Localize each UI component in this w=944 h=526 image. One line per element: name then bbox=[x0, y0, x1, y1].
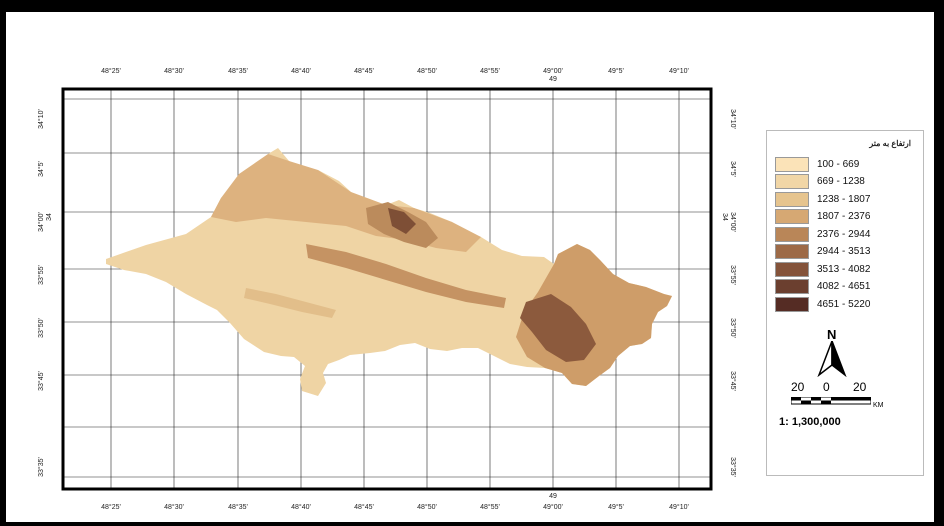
top-longitude-label: 48°50' bbox=[417, 67, 437, 75]
right-latitude-labels: 34°10' 34°5' 34°00' 33°55' 33°50' 33°45' 33°35… bbox=[721, 109, 737, 477]
legend-item: 4082 - 4651 bbox=[775, 279, 870, 295]
bottom-extra-label: 49 bbox=[549, 493, 557, 500]
legend-item: 1807 - 2376 bbox=[775, 209, 870, 225]
bottom-longitude-label: 48°40' bbox=[291, 503, 311, 511]
scale-label-left: 20 bbox=[791, 380, 805, 394]
legend-label: 4082 - 4651 bbox=[817, 281, 871, 292]
legend-item: 3513 - 4082 bbox=[775, 261, 870, 277]
legend-label: 2944 - 3513 bbox=[817, 246, 871, 257]
map-frame bbox=[61, 87, 713, 491]
legend-swatch bbox=[775, 156, 809, 172]
legend-label: 1807 - 2376 bbox=[817, 211, 871, 222]
bottom-longitude-label: 48°35' bbox=[228, 503, 248, 511]
top-longitude-label: 48°35' bbox=[228, 67, 248, 75]
right-extra-label: 34 bbox=[721, 213, 728, 221]
right-latitude-label: 34°10' bbox=[729, 109, 737, 129]
map-canvas: 48°25' 48°30' 48°35' 48°40' 48°45' 48°50' 48°5… bbox=[37, 67, 737, 511]
legend-label: 1238 - 1807 bbox=[817, 193, 871, 205]
top-longitude-label: 49°00' bbox=[543, 67, 563, 75]
bottom-longitude-label: 49°10' bbox=[669, 503, 689, 511]
legend-item: 4651 - 5220 bbox=[775, 296, 870, 312]
top-longitude-label: 48°30' bbox=[164, 67, 184, 75]
bottom-longitude-label: 48°55' bbox=[480, 503, 500, 511]
top-longitude-label: 48°25' bbox=[101, 67, 121, 75]
right-latitude-label: 33°50' bbox=[729, 318, 737, 338]
legend-label: 100 - 669 bbox=[817, 158, 860, 170]
elevation-zone-ridge bbox=[306, 244, 506, 308]
legend-item: 2944 - 3513 bbox=[775, 244, 870, 260]
scale-unit: KM bbox=[873, 402, 884, 409]
bottom-longitude-label: 48°50' bbox=[417, 503, 437, 511]
left-latitude-label: 34°5' bbox=[37, 161, 45, 177]
bottom-longitude-label: 48°25' bbox=[101, 503, 121, 511]
top-longitude-label: 49°5' bbox=[608, 67, 624, 75]
top-longitude-label: 48°55' bbox=[480, 67, 500, 75]
legend-item: 669 - 1238 bbox=[775, 174, 865, 190]
left-extra-label: 34 bbox=[46, 213, 53, 221]
right-latitude-label: 33°45' bbox=[729, 371, 737, 391]
legend-swatch bbox=[775, 191, 809, 207]
legend-label: 669 - 1238 bbox=[817, 176, 865, 187]
top-extra-label: 49 bbox=[549, 76, 557, 83]
bottom-longitude-label: 49°00' bbox=[543, 503, 563, 511]
bottom-longitude-labels: 48°25' 48°30' 48°35' 48°40' 48°45' 48°50' 48°5… bbox=[101, 493, 689, 511]
legend-label: 3513 - 4082 bbox=[817, 263, 871, 275]
legend-item: 1238 - 1807 bbox=[775, 191, 870, 207]
scale-label-right: 20 bbox=[853, 380, 867, 394]
bottom-longitude-label: 48°45' bbox=[354, 503, 374, 511]
scale-ratio: 1: 1,300,000 bbox=[779, 416, 841, 428]
legend-swatch bbox=[775, 261, 809, 277]
legend-item: 2376 - 2944 bbox=[775, 226, 870, 242]
legend-swatch bbox=[775, 279, 809, 294]
elevation-zone-peak2 bbox=[388, 208, 416, 234]
left-latitude-label: 33°35' bbox=[37, 457, 45, 477]
right-latitude-label: 33°35' bbox=[729, 457, 737, 477]
top-longitude-label: 48°45' bbox=[354, 67, 374, 75]
legend-swatch bbox=[775, 226, 809, 242]
right-latitude-label: 34°00' bbox=[729, 212, 737, 232]
scale-bar bbox=[791, 397, 871, 405]
legend-swatch bbox=[775, 244, 809, 259]
right-latitude-label: 33°55' bbox=[729, 265, 737, 285]
legend-swatch bbox=[775, 296, 809, 312]
top-longitude-label: 49°10' bbox=[669, 67, 689, 75]
left-latitude-label: 34°10' bbox=[37, 109, 45, 129]
left-latitude-label: 33°55' bbox=[37, 265, 45, 285]
legend-swatch bbox=[775, 174, 809, 189]
north-label: N bbox=[827, 327, 837, 342]
scale-label-mid: 0 bbox=[823, 380, 830, 394]
right-latitude-label: 34°5' bbox=[729, 161, 737, 177]
top-longitude-labels: 48°25' 48°30' 48°35' 48°40' 48°45' 48°50' 48°5… bbox=[101, 67, 689, 83]
left-latitude-label: 33°50' bbox=[37, 318, 45, 338]
left-latitude-labels: 34°10' 34°5' 34°00' 33°55' 33°50' 33°45' 33°35… bbox=[37, 109, 53, 477]
elevation-zone-west bbox=[244, 288, 336, 318]
left-latitude-label: 33°45' bbox=[37, 371, 45, 391]
legend-title: ارتفاع به متر bbox=[869, 139, 911, 148]
bottom-longitude-label: 48°30' bbox=[164, 503, 184, 511]
legend-swatch bbox=[775, 209, 809, 224]
bottom-longitude-label: 49°5' bbox=[608, 503, 624, 511]
north-arrow-icon bbox=[817, 341, 847, 377]
map-page: 48°25' 48°30' 48°35' 48°40' 48°45' 48°50' 48°5… bbox=[6, 12, 934, 522]
legend-item: 100 - 669 bbox=[775, 156, 859, 172]
region-map bbox=[106, 148, 672, 396]
legend-label: 4651 - 5220 bbox=[817, 298, 871, 310]
elevation-zone-peaks bbox=[520, 294, 596, 362]
top-longitude-label: 48°40' bbox=[291, 67, 311, 75]
legend-label: 2376 - 2944 bbox=[817, 228, 871, 240]
left-latitude-label: 34°00' bbox=[37, 212, 45, 232]
legend: ارتفاع به متر 100 - 669 669 - 1238 1238 - … bbox=[766, 130, 924, 476]
